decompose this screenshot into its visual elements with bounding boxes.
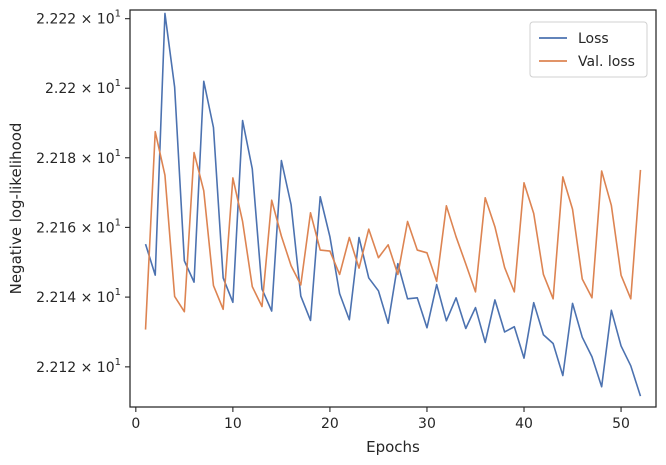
- series-line-1: [144, 12, 642, 397]
- y-tick-label: 2.212 × 101: [36, 357, 121, 376]
- x-tick-label: 30: [418, 416, 436, 432]
- x-tick-label: 40: [515, 416, 533, 432]
- x-tick-label: 50: [612, 416, 630, 432]
- x-tick-label: 10: [224, 416, 242, 432]
- y-axis: 2.212 × 101 2.214 × 101 2.216 × 101 2.218 ×…: [36, 9, 130, 376]
- x-axis-label: Epochs: [366, 438, 420, 456]
- legend-label-1: Loss: [578, 31, 609, 47]
- y-tick-label: 2.214 × 101: [36, 287, 121, 306]
- y-tick-label: 2.218 × 101: [36, 148, 121, 167]
- plot-area-frame: [129, 9, 657, 408]
- x-tick-label: 0: [131, 416, 140, 432]
- y-axis-label: Negative log-likelihood: [7, 123, 25, 295]
- legend: Loss Val. loss: [529, 21, 648, 78]
- y-tick-label: 2.22 × 101: [45, 78, 121, 97]
- x-tick-label: 20: [321, 416, 339, 432]
- series-layer: [144, 12, 642, 397]
- legend-label-2: Val. loss: [578, 54, 635, 70]
- x-axis: 0 10 20 30 40 50: [131, 407, 630, 432]
- series-line-2: [144, 130, 642, 330]
- y-tick-label: 2.222 × 101: [36, 9, 121, 28]
- legend-box: [529, 21, 648, 78]
- y-tick-label: 2.216 × 101: [36, 217, 121, 236]
